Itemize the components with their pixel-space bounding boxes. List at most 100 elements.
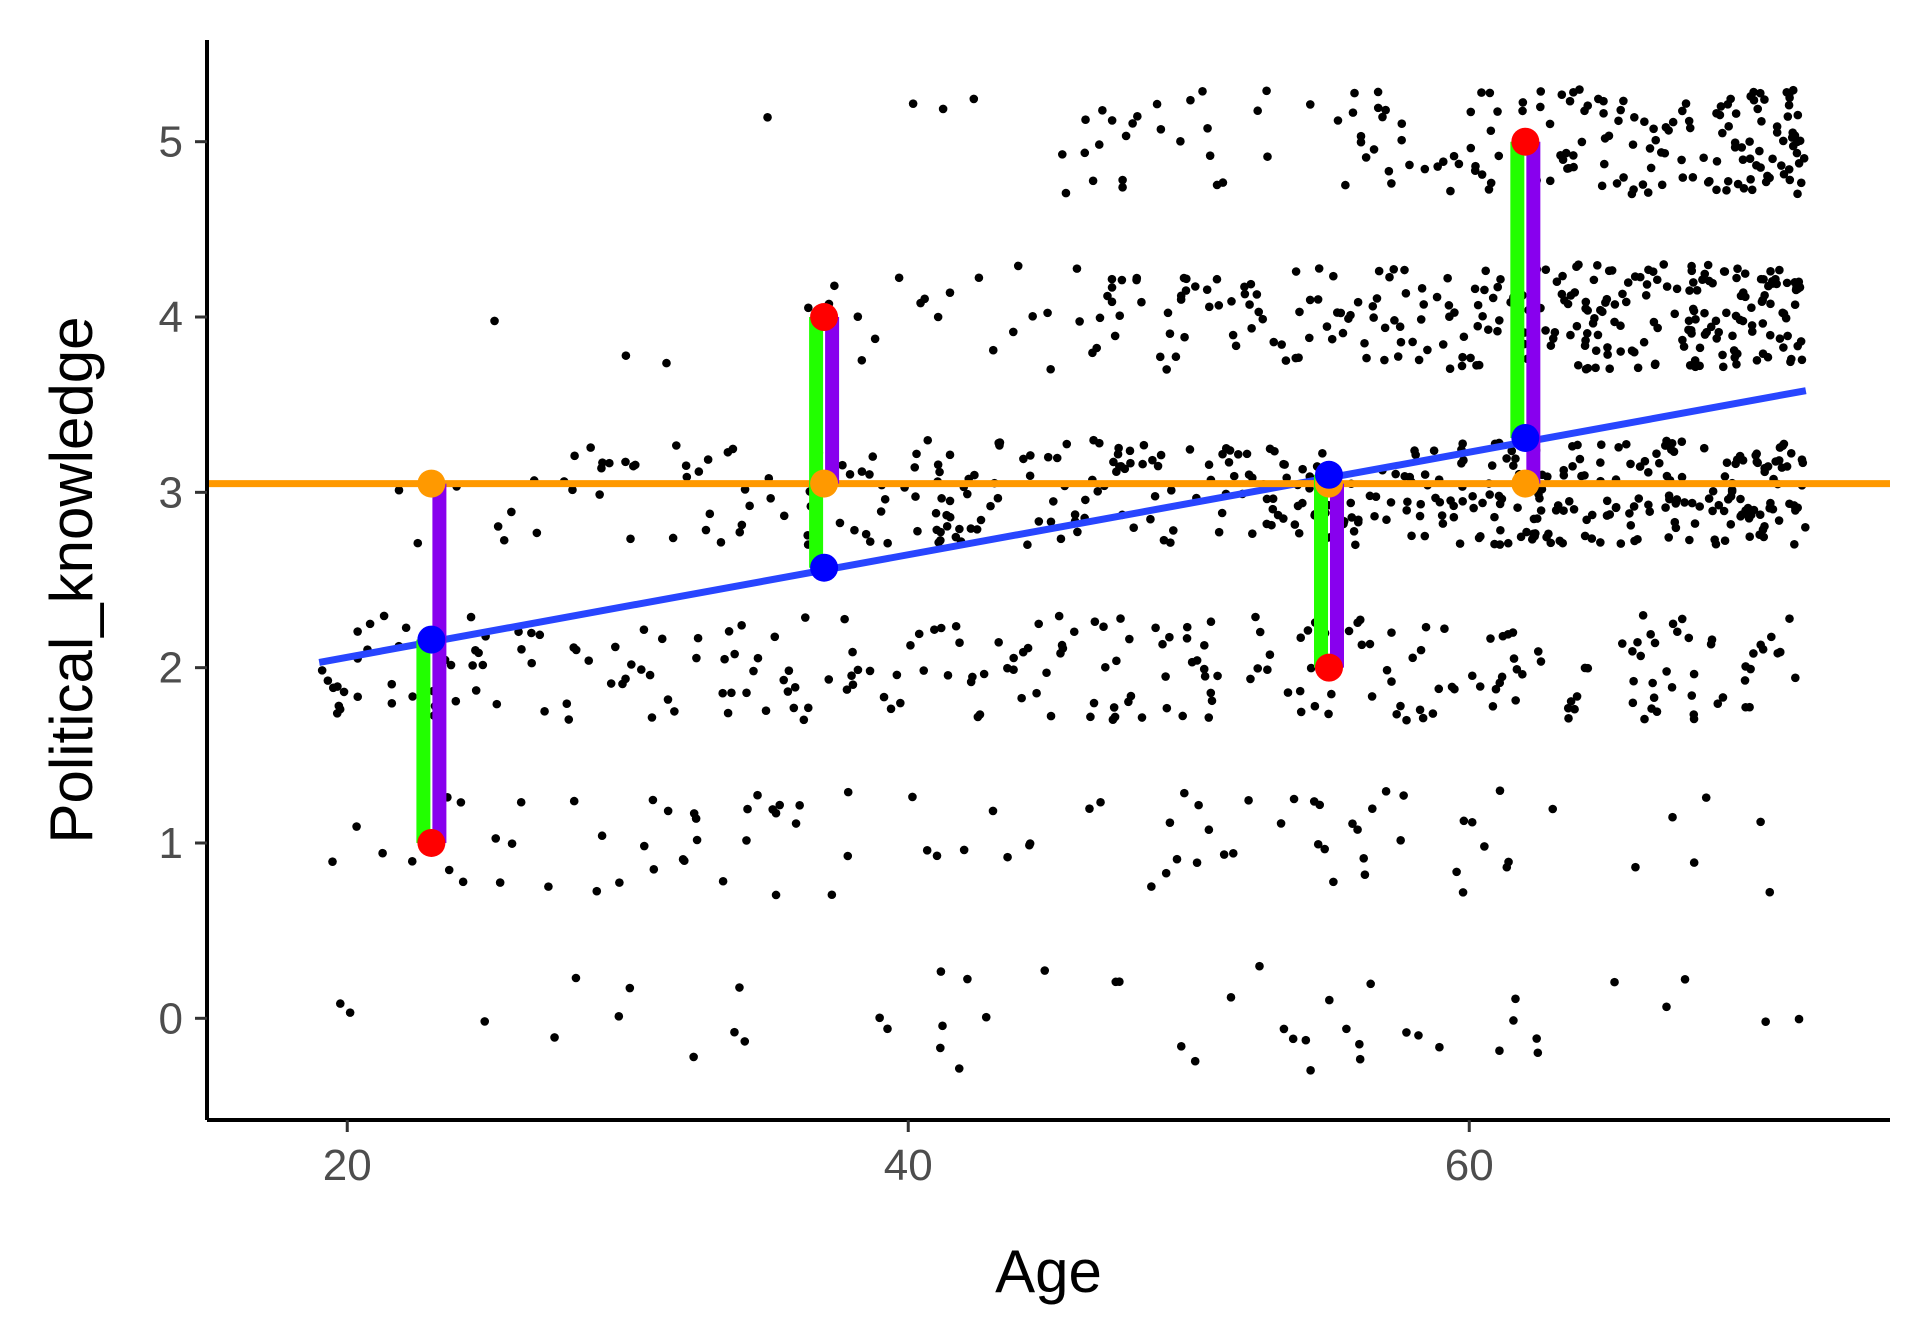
scatter-point <box>1056 534 1066 544</box>
scatter-point <box>517 644 526 654</box>
scatter-point <box>1368 301 1378 311</box>
scatter-point <box>1205 151 1215 160</box>
scatter-point <box>1601 298 1610 307</box>
scatter-point <box>621 351 631 360</box>
scatter-point <box>1432 292 1442 302</box>
scatter-point <box>1650 638 1660 648</box>
scatter-point <box>1046 711 1056 721</box>
scatter-point <box>1494 151 1504 161</box>
scatter-point <box>1414 355 1424 365</box>
scatter-point <box>1687 261 1696 271</box>
scatter-point <box>1695 343 1705 353</box>
scatter-point <box>955 524 964 534</box>
scatter-point <box>1577 471 1586 481</box>
scatter-point <box>1167 486 1176 495</box>
scatter-point <box>1795 282 1805 292</box>
y-tick-label: 3 <box>159 468 183 517</box>
scatter-point <box>908 99 918 108</box>
scatter-point <box>824 675 834 684</box>
scatter-point <box>1444 301 1454 310</box>
scatter-point <box>1502 862 1512 872</box>
scatter-point <box>1612 179 1622 188</box>
scatter-point <box>1785 614 1794 623</box>
scatter-point <box>1607 266 1617 275</box>
scatter-point <box>865 537 875 546</box>
x-axis-title: Age <box>995 1238 1102 1305</box>
scatter-point <box>1708 486 1718 496</box>
scatter-point <box>1182 634 1192 643</box>
scatter-point <box>1718 128 1727 138</box>
scatter-point <box>1707 635 1717 645</box>
scatter-point <box>1073 527 1082 537</box>
scatter-point <box>1511 454 1520 463</box>
scatter-point <box>1115 977 1124 986</box>
observed-point <box>1315 653 1343 682</box>
scatter-point <box>1772 128 1782 137</box>
scatter-point <box>718 876 728 886</box>
scatter-point <box>1616 539 1626 548</box>
scatter-point <box>1493 282 1503 292</box>
scatter-point <box>1176 137 1185 146</box>
scatter-point <box>1582 329 1592 338</box>
scatter-point <box>1689 278 1698 287</box>
scatter-point <box>1137 297 1146 307</box>
scatter-point <box>1289 794 1299 804</box>
scatter-point <box>1107 116 1117 125</box>
scatter-point <box>1346 310 1355 320</box>
scatter-point <box>1192 656 1202 665</box>
scatter-point <box>1268 494 1278 503</box>
scatter-point <box>1488 293 1498 303</box>
scatter-point <box>1353 825 1362 834</box>
scatter-point <box>1751 451 1761 460</box>
scatter-point <box>1731 459 1740 469</box>
scatter-point <box>1009 653 1018 663</box>
scatter-point <box>1333 116 1343 125</box>
scatter-point <box>865 470 874 479</box>
scatter-point <box>1481 266 1491 276</box>
scatter-point <box>1206 617 1216 627</box>
scatter-point <box>1433 162 1442 171</box>
scatter-point <box>1120 464 1130 474</box>
scatter-point <box>1429 446 1439 455</box>
scatter-point <box>1664 126 1673 135</box>
scatter-point <box>1341 180 1350 190</box>
scatter-point <box>1419 300 1429 309</box>
scatter-point <box>1599 96 1608 106</box>
scatter-point <box>803 703 813 713</box>
scatter-point <box>1165 632 1174 642</box>
scatter-point <box>1034 619 1044 629</box>
scatter-point <box>1755 146 1764 156</box>
scatter-point <box>1199 664 1209 674</box>
scatter-point <box>1522 527 1531 537</box>
scatter-point <box>943 671 953 680</box>
scatter-point <box>1295 307 1304 317</box>
scatter-point <box>838 460 847 470</box>
scatter-point <box>1113 449 1123 459</box>
scatter-point <box>1090 617 1100 626</box>
scatter-point <box>1423 345 1432 355</box>
scatter-point <box>1322 322 1332 331</box>
scatter-point <box>1410 446 1419 455</box>
scatter-point <box>636 665 646 674</box>
scatter-point <box>1679 342 1689 351</box>
scatter-point <box>1371 492 1381 502</box>
y-tick-label: 1 <box>159 819 183 868</box>
scatter-point <box>753 653 763 663</box>
scatter-point <box>1580 341 1590 351</box>
scatter-point <box>1653 323 1662 333</box>
scatter-point <box>1686 326 1696 335</box>
scatter-point <box>345 1008 355 1017</box>
scatter-point <box>1634 494 1644 503</box>
scatter-point <box>1418 713 1428 723</box>
scatter-point <box>1359 853 1369 863</box>
scatter-point <box>1495 786 1505 795</box>
scatter-point <box>1628 140 1638 149</box>
scatter-point <box>1069 627 1079 637</box>
scatter-point <box>1374 266 1384 276</box>
scatter-point <box>1714 500 1724 510</box>
scatter-point <box>1298 464 1307 474</box>
scatter-point <box>1455 539 1465 548</box>
scatter-point <box>544 882 553 891</box>
scatter-point <box>615 878 624 887</box>
scatter-point <box>1180 332 1189 342</box>
